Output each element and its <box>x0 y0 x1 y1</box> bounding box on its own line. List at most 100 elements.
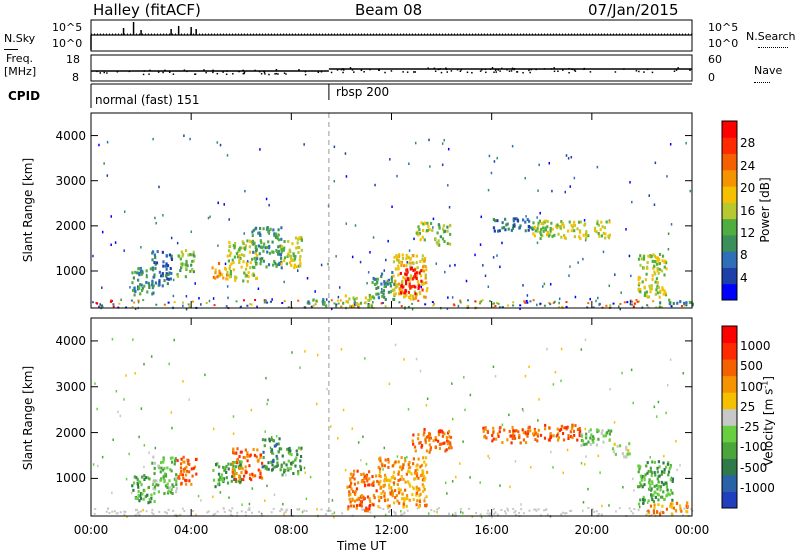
power-echo <box>153 253 156 257</box>
power-echo <box>536 216 538 219</box>
power-echo <box>397 264 400 268</box>
power-echo <box>143 284 146 288</box>
velocity-echo <box>281 473 284 477</box>
velocity-echo <box>191 474 194 478</box>
velocity-echo <box>282 502 284 506</box>
velocity-ground-echo <box>279 510 282 513</box>
nave-tick-bottom: 0 <box>708 71 715 84</box>
power-echo <box>176 273 179 277</box>
velocity-ground-echo <box>229 513 232 516</box>
power-echo <box>426 229 429 233</box>
velocity-ground-echo <box>93 512 96 515</box>
velocity-echo <box>462 440 464 443</box>
power-echo <box>357 303 360 307</box>
velocity-echo <box>492 365 495 369</box>
power-echo <box>569 265 571 268</box>
power-echo <box>607 234 610 238</box>
velocity-ground-echo <box>569 510 572 513</box>
power-echo <box>226 270 229 274</box>
velocity-echo <box>422 470 425 474</box>
velocity-echo <box>521 428 524 432</box>
velocity-ground-echo <box>116 512 119 515</box>
velocity-echo <box>216 482 220 486</box>
nave-point <box>434 70 437 72</box>
velocity-echo <box>661 511 665 515</box>
nave-point <box>614 71 617 73</box>
velocity-echo <box>549 432 552 436</box>
power-echo <box>549 229 552 233</box>
nsearch-tick-top: 10^5 <box>708 21 739 34</box>
power-echo <box>156 250 159 254</box>
power-echo <box>241 240 244 244</box>
nave-point <box>106 72 108 74</box>
velocity-ytick-label: 3000 <box>55 379 86 394</box>
nave-point <box>466 71 469 74</box>
power-echo <box>226 273 229 277</box>
power-echo <box>405 293 408 297</box>
velocity-echo <box>369 499 372 503</box>
power-echo <box>441 163 444 167</box>
power-echo <box>672 301 675 305</box>
velocity-echo <box>238 455 241 459</box>
velocity-echo <box>359 458 362 462</box>
velocity-echo <box>480 515 483 519</box>
power-ground-echo <box>512 304 515 307</box>
velocity-echo <box>138 435 140 439</box>
velocity-echo <box>492 426 495 430</box>
nave-point <box>437 68 440 71</box>
velocity-echo <box>294 458 297 462</box>
power-echo <box>661 259 664 263</box>
power-echo <box>662 292 665 296</box>
velocity-echo <box>537 428 540 432</box>
power-echo <box>643 285 646 289</box>
power-ground-echo <box>659 305 662 308</box>
velocity-echo <box>144 476 148 480</box>
velocity-echo <box>671 479 674 483</box>
power-echo <box>639 263 642 267</box>
power-echo <box>404 277 407 281</box>
velocity-ground-echo <box>690 507 693 510</box>
power-echo <box>663 289 666 293</box>
velocity-echo <box>469 476 471 479</box>
velocity-echo <box>234 480 238 484</box>
power-ground-echo <box>660 306 663 309</box>
power-echo <box>251 234 254 238</box>
power-echo <box>398 292 401 296</box>
velocity-echo <box>271 463 274 467</box>
velocity-echo <box>316 353 319 357</box>
power-ground-echo <box>635 299 638 302</box>
velocity-echo <box>367 470 371 474</box>
power-echo <box>342 301 345 305</box>
nave-point <box>194 73 196 75</box>
power-echo <box>390 280 394 284</box>
power-echo <box>145 273 148 277</box>
power-echo <box>315 299 318 303</box>
velocity-echo <box>407 469 410 473</box>
velocity-echo <box>560 347 563 351</box>
power-echo <box>145 275 148 279</box>
velocity-echo <box>649 466 652 470</box>
velocity-echo <box>143 478 146 482</box>
velocity-echo <box>184 482 188 486</box>
power-echo <box>242 246 245 250</box>
velocity-echo <box>585 455 587 458</box>
power-echo <box>185 295 188 298</box>
velocity-echo <box>391 494 394 498</box>
velocity-ground-echo <box>479 513 482 516</box>
nave-point <box>336 69 339 71</box>
velocity-echo <box>162 458 165 462</box>
velocity-echo <box>382 490 385 494</box>
velocity-echo <box>299 466 303 470</box>
velocity-echo <box>626 452 630 456</box>
power-echo <box>223 203 225 206</box>
power-echo <box>233 244 236 248</box>
velocity-echo <box>348 497 351 501</box>
power-echo <box>345 222 348 225</box>
velocity-echo <box>435 438 438 442</box>
power-echo <box>654 280 657 284</box>
power-echo <box>647 254 650 258</box>
velocity-echo <box>240 450 243 454</box>
power-echo <box>598 234 601 238</box>
power-echo <box>656 281 659 285</box>
velocity-echo <box>520 503 522 506</box>
